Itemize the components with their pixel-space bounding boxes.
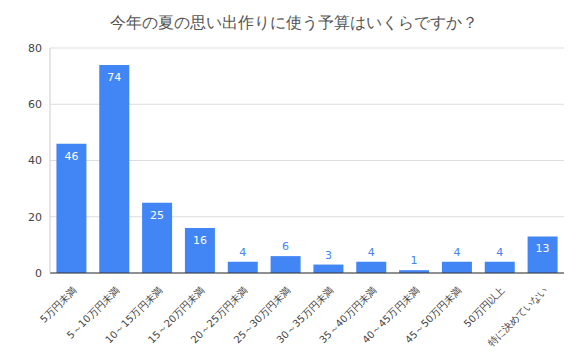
html-text:今年の夏の思い出作りに使う予算はいくらですか？: 今年の夏の思い出作りに使う予算はいくらですか？ bbox=[109, 13, 478, 32]
svg-text:80: 80 bbox=[28, 42, 42, 55]
svg-text:45～50万円未満: 45～50万円未満 bbox=[403, 284, 464, 345]
svg-text:13: 13 bbox=[536, 242, 550, 255]
svg-text:4: 4 bbox=[453, 246, 460, 259]
svg-text:50万円以上: 50万円以上 bbox=[462, 284, 507, 329]
svg-text:30～35万円未満: 30～35万円未満 bbox=[274, 284, 336, 346]
svg-text:1: 1 bbox=[411, 254, 418, 267]
svg-text:10～15万円未満: 10～15万円未満 bbox=[103, 284, 165, 346]
svg-text:16: 16 bbox=[193, 234, 207, 247]
svg-text:5万円未満: 5万円未満 bbox=[38, 284, 79, 325]
svg-text:4: 4 bbox=[496, 246, 503, 259]
svg-text:35～40万円未満: 35～40万円未満 bbox=[317, 284, 379, 346]
svg-text:6: 6 bbox=[282, 240, 289, 253]
svg-text:3: 3 bbox=[325, 249, 332, 262]
svg-text:40: 40 bbox=[28, 154, 42, 167]
svg-text:60: 60 bbox=[28, 98, 42, 111]
svg-text:0: 0 bbox=[35, 267, 42, 280]
svg-text:25～30万円未満: 25～30万円未満 bbox=[231, 284, 293, 346]
svg-text:20: 20 bbox=[28, 211, 42, 224]
svg-text:4: 4 bbox=[239, 246, 246, 259]
svg-text:特に決めていない: 特に決めていない bbox=[485, 284, 549, 348]
svg-text:74: 74 bbox=[107, 71, 121, 84]
svg-text:5～10万円未満: 5～10万円未満 bbox=[64, 284, 122, 341]
svg-text:25: 25 bbox=[150, 209, 164, 222]
svg-text:20～25万円未満: 20～25万円未満 bbox=[188, 284, 250, 346]
svg-text:40～45万円未満: 40～45万円未満 bbox=[360, 284, 422, 346]
svg-text:15～20万円未満: 15～20万円未満 bbox=[145, 284, 207, 346]
svg-text:4: 4 bbox=[368, 246, 375, 259]
svg-text:46: 46 bbox=[64, 150, 78, 163]
